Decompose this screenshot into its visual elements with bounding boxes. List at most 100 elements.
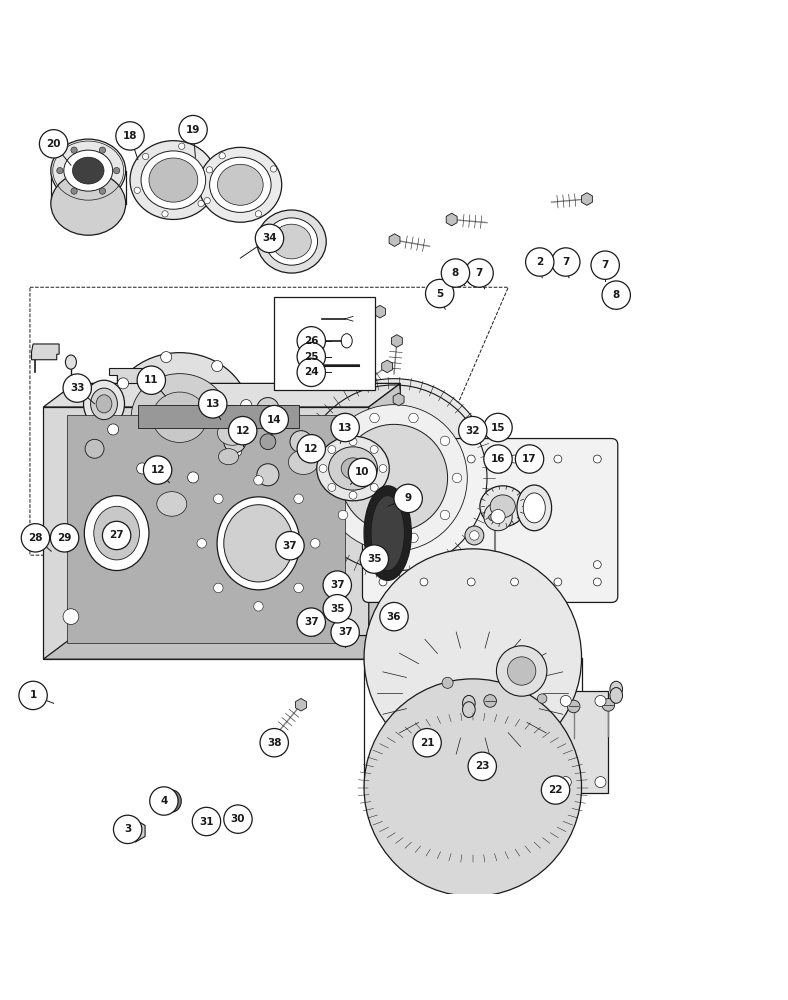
Polygon shape [67,415,345,643]
Ellipse shape [311,459,359,497]
Circle shape [370,533,379,543]
Ellipse shape [84,496,149,571]
Text: 5: 5 [436,289,444,299]
Ellipse shape [329,447,377,490]
Polygon shape [43,407,369,659]
Circle shape [179,143,185,149]
Circle shape [496,646,547,696]
Polygon shape [32,344,59,360]
Ellipse shape [131,374,229,461]
Text: 2: 2 [536,257,544,267]
Text: 31: 31 [199,817,214,827]
Text: 21: 21 [420,738,434,748]
Ellipse shape [64,150,113,191]
Text: 27: 27 [110,530,124,540]
Circle shape [224,431,246,453]
Circle shape [188,472,199,483]
Polygon shape [389,234,400,246]
Polygon shape [558,691,608,793]
Circle shape [484,445,512,473]
Polygon shape [392,335,403,347]
Circle shape [294,494,303,503]
Circle shape [199,390,227,418]
Ellipse shape [94,506,139,560]
Circle shape [567,700,580,713]
Ellipse shape [162,790,181,812]
Circle shape [295,379,493,577]
Circle shape [260,405,288,434]
Text: 11: 11 [144,375,158,385]
Circle shape [134,187,140,193]
Circle shape [255,224,284,253]
Bar [138,405,299,428]
Text: 38: 38 [267,738,281,748]
Circle shape [63,374,91,402]
Circle shape [420,455,428,463]
Ellipse shape [139,477,205,531]
FancyBboxPatch shape [362,439,618,602]
Text: 4: 4 [160,796,168,806]
Circle shape [136,463,147,474]
Text: 20: 20 [46,139,61,149]
Text: 8: 8 [452,268,459,278]
Text: 36: 36 [387,612,401,622]
Circle shape [338,510,348,520]
Circle shape [348,458,377,487]
Circle shape [224,805,252,833]
Circle shape [150,787,178,815]
Ellipse shape [272,224,311,259]
Circle shape [230,814,246,829]
Circle shape [71,147,77,153]
Text: 37: 37 [330,580,344,590]
Ellipse shape [152,392,207,442]
Circle shape [162,211,168,217]
Circle shape [99,147,106,153]
Ellipse shape [199,147,281,222]
Circle shape [370,483,378,491]
Polygon shape [296,698,307,711]
Text: 24: 24 [304,367,318,377]
Ellipse shape [51,139,126,202]
Text: 3: 3 [124,824,132,834]
Circle shape [257,464,279,486]
Circle shape [214,494,223,503]
Circle shape [491,509,505,524]
Circle shape [290,431,312,453]
Circle shape [131,826,140,836]
Circle shape [113,167,120,174]
Text: 26: 26 [304,336,318,346]
Circle shape [441,259,470,287]
Circle shape [297,327,325,355]
Circle shape [442,677,453,688]
Circle shape [297,608,325,636]
Circle shape [467,578,475,586]
Circle shape [452,473,462,483]
Circle shape [39,130,68,158]
Polygon shape [362,349,373,362]
Text: 10: 10 [355,467,370,477]
Text: 33: 33 [70,383,84,393]
Ellipse shape [218,449,239,465]
Circle shape [370,446,378,453]
Circle shape [71,188,77,194]
Text: 8: 8 [612,290,620,300]
Text: 17: 17 [522,454,537,464]
Circle shape [254,476,263,485]
Text: 7: 7 [475,268,483,278]
Circle shape [420,578,428,586]
Circle shape [108,424,119,435]
Circle shape [326,473,336,483]
Text: 12: 12 [304,444,318,454]
Circle shape [379,578,387,586]
Text: 7: 7 [562,257,570,267]
Circle shape [197,539,206,548]
Ellipse shape [167,796,177,807]
Circle shape [240,400,251,411]
Ellipse shape [610,681,623,697]
Text: 25: 25 [304,352,318,362]
Ellipse shape [109,353,251,482]
Ellipse shape [463,702,475,717]
Circle shape [294,583,303,593]
Circle shape [276,532,304,560]
Ellipse shape [157,492,187,516]
